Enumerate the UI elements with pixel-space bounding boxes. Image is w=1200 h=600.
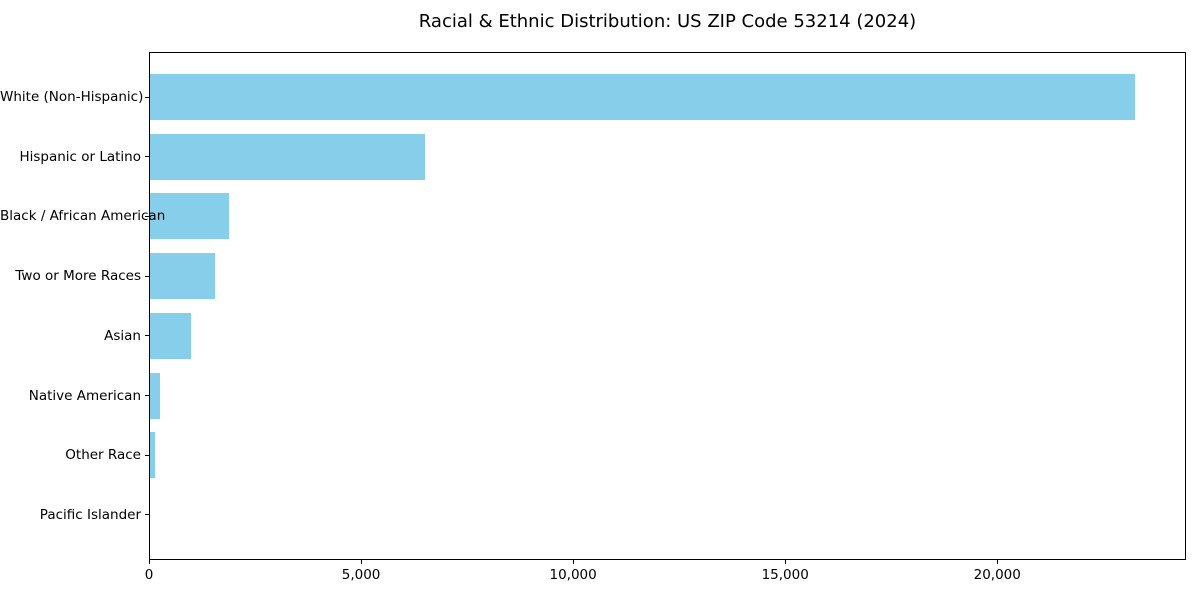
y-tick-mark [145,395,149,397]
y-axis-label: Hispanic or Latino [19,148,141,165]
y-tick-mark [145,275,149,277]
x-tick-mark [148,560,150,564]
x-axis-tick-label: 20,000 [973,567,1021,583]
bar [149,372,160,419]
x-tick-mark [360,560,362,564]
x-axis-tick-label: 10,000 [549,567,597,583]
y-tick-mark [145,156,149,158]
x-axis-tick-label: 15,000 [761,567,809,583]
bar [149,193,230,240]
x-axis-tick-label: 0 [144,567,154,583]
x-axis-tick-label: 5,000 [341,567,381,583]
x-tick-mark [572,560,574,564]
y-tick-mark [145,454,149,456]
y-axis-label: Asian [104,327,141,344]
bar [149,253,216,300]
y-axis-label: Other Race [65,447,141,464]
y-axis-label: Pacific Islander [39,506,141,523]
x-tick-mark [996,560,998,564]
bar [149,432,156,479]
plot-frame [149,52,1186,560]
y-tick-mark [145,96,149,98]
y-tick-mark [145,514,149,516]
x-tick-mark [784,560,786,564]
bar [149,74,1136,120]
chart-title: Racial & Ethnic Distribution: US ZIP Cod… [418,11,917,32]
y-tick-mark [145,215,149,217]
y-tick-mark [145,335,149,337]
bar [149,312,191,359]
y-axis-label: Black / African American [0,208,166,225]
y-axis-label: Native American [28,387,141,404]
bar [149,133,426,180]
y-axis-label: Two or More Races [15,268,141,285]
y-axis-label: White (Non-Hispanic) [0,89,144,105]
